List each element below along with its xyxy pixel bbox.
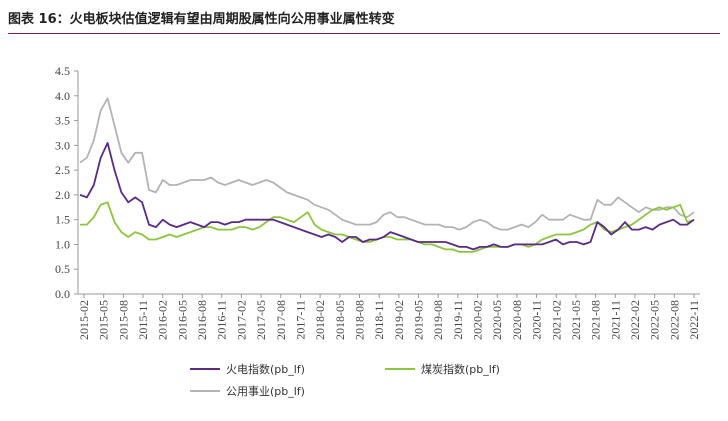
x-tick-label: 2018-02 xyxy=(313,300,327,340)
x-tick-label: 2015-11 xyxy=(136,300,150,340)
x-tick-label: 2019-05 xyxy=(412,300,426,340)
x-tick-label: 2020-11 xyxy=(530,300,544,340)
x-tick-label: 2022-02 xyxy=(628,300,642,340)
x-tick-label: 2021-11 xyxy=(608,300,622,340)
x-tick-label: 2019-08 xyxy=(431,300,445,340)
x-tick-label: 2022-11 xyxy=(687,300,701,340)
y-tick-label: 2.5 xyxy=(55,163,70,177)
series-line-0 xyxy=(79,142,695,251)
y-axis-ticks: 0.0 0.5 1.0 1.5 2.0 2.5 3.0 3.5 4.0 4.5 xyxy=(55,64,78,301)
x-tick-label: 2017-08 xyxy=(274,300,288,340)
y-tick-label: 2.0 xyxy=(55,188,70,202)
legend-label-2: 公用事业(pb_lf) xyxy=(226,385,305,398)
y-tick-label: 1.0 xyxy=(55,237,70,251)
x-tick-label: 2017-11 xyxy=(293,300,307,340)
series-lines xyxy=(79,97,695,253)
series-line-1 xyxy=(80,201,695,253)
x-tick-label: 2018-08 xyxy=(352,300,366,340)
x-tick-label: 2015-05 xyxy=(97,300,111,340)
y-tick-label: 1.5 xyxy=(55,213,70,227)
x-tick-label: 2017-05 xyxy=(254,300,268,340)
series-line-2 xyxy=(79,97,695,231)
x-tick-label: 2020-08 xyxy=(510,300,524,340)
x-tick-label: 2016-08 xyxy=(195,300,209,340)
x-tick-label: 2021-02 xyxy=(549,300,563,340)
x-tick-label: 2020-02 xyxy=(471,300,485,340)
title-divider xyxy=(8,33,720,34)
title-bar: 图表 16：火电板块估值逻辑有望由周期股属性向公用事业属性转变 xyxy=(0,0,728,36)
y-tick-label: 4.5 xyxy=(55,64,70,78)
page-title: 图表 16：火电板块估值逻辑有望由周期股属性向公用事业属性转变 xyxy=(8,12,395,27)
x-tick-label: 2021-05 xyxy=(569,300,583,340)
legend-label-0: 火电指数(pb_lf) xyxy=(226,362,305,376)
x-tick-label: 2019-02 xyxy=(392,300,406,340)
y-tick-label: 3.0 xyxy=(55,138,70,152)
x-tick-label: 2018-05 xyxy=(333,300,347,340)
x-tick-label: 2022-08 xyxy=(667,300,681,340)
y-tick-label: 0.0 xyxy=(55,287,70,301)
x-tick-label: 2016-02 xyxy=(156,300,170,340)
x-tick-label: 2018-11 xyxy=(372,300,386,340)
x-tick-label: 2020-05 xyxy=(490,300,504,340)
legend-label-1: 煤炭指数(pb_lf) xyxy=(421,362,500,376)
x-tick-label: 2016-05 xyxy=(175,300,189,340)
x-tick-label: 2019-11 xyxy=(451,300,465,340)
x-tick-label: 2015-02 xyxy=(77,300,91,340)
x-tick-label: 2015-08 xyxy=(116,300,130,340)
x-tick-label: 2017-02 xyxy=(234,300,248,340)
y-tick-label: 0.5 xyxy=(55,262,70,276)
x-tick-label: 2021-08 xyxy=(589,300,603,340)
x-tick-label: 2022-05 xyxy=(648,300,662,340)
y-tick-label: 4.0 xyxy=(55,89,70,103)
axes xyxy=(77,71,700,295)
legend: 火电指数(pb_lf) 煤炭指数(pb_lf) 公用事业(pb_lf) xyxy=(190,362,500,398)
x-axis-ticks: 2015-02 2015-05 2015-08 2015-11 2016-02 2016-… xyxy=(77,294,701,340)
line-chart: 0.00.51.01.52.02.53.03.54.04.5 2015-02 20… xyxy=(55,64,701,398)
x-tick-label: 2016-11 xyxy=(215,300,229,340)
y-tick-label: 3.5 xyxy=(55,114,70,128)
